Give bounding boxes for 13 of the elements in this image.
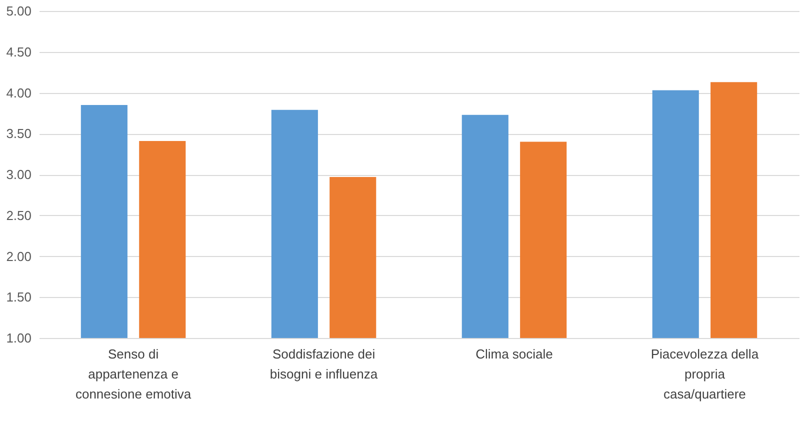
- x-tick-label: Soddisfazione dei bisogni e influenza: [270, 346, 378, 382]
- y-tick-label: 4.00: [6, 85, 32, 100]
- x-tick-label: Clima sociale: [476, 346, 553, 362]
- x-tick-label: Piacevolezza della propria casa/quartiere: [650, 346, 760, 402]
- y-tick-label: 4.50: [6, 44, 32, 60]
- y-tick-label: 1.50: [6, 290, 32, 305]
- y-tick-label: 2.50: [6, 208, 32, 223]
- y-tick-label: 3.00: [6, 167, 32, 182]
- y-tick-label: 2.00: [6, 248, 32, 264]
- x-tick-label: Senso di appartenenza e connesione emotiva: [75, 346, 192, 402]
- y-tick-label: 3.50: [6, 126, 32, 142]
- y-tick-label: 5.00: [6, 4, 32, 18]
- y-tick-label: 1.00: [6, 330, 32, 346]
